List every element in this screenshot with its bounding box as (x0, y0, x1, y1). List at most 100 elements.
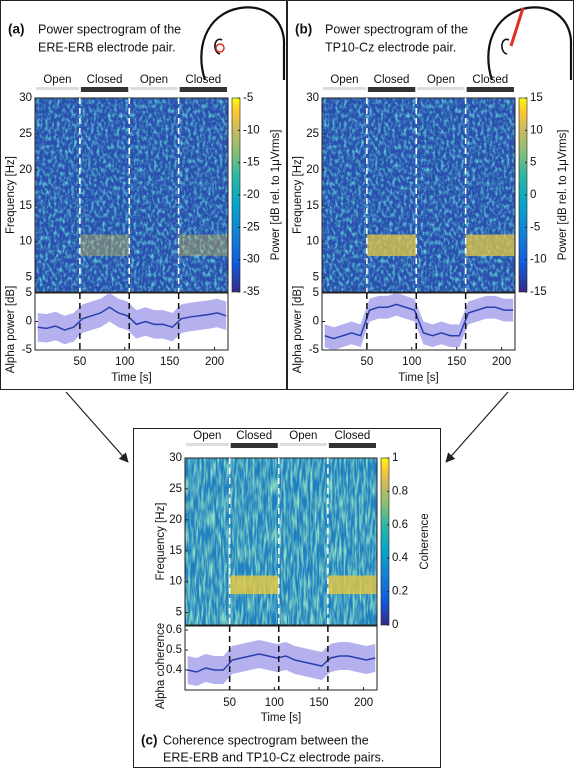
colorbar-tick-label: 0.6 (392, 519, 408, 531)
y-tick-label: 30 (169, 452, 182, 464)
condition-bar (466, 87, 514, 92)
alpha-band-highlight (465, 234, 515, 257)
y-tick-label: -5 (309, 344, 319, 356)
caption-line: ERE-ERB electrode pair. (38, 40, 176, 54)
colorbar-label: Coherence (419, 513, 431, 569)
y-tick-label: 5 (26, 287, 32, 299)
arrow (65, 391, 129, 463)
condition-bar (279, 443, 327, 446)
plot-frame (34, 97, 229, 293)
condition-bar (186, 443, 229, 446)
colorbar-tick-label: -35 (243, 286, 260, 298)
y-tick-label: 5 (176, 607, 182, 619)
colorbar-tick-label: -15 (530, 286, 547, 298)
panel-label: (b) (295, 22, 312, 37)
x-tick-label: 50 (360, 356, 373, 368)
condition-bar (323, 87, 366, 90)
x-tick-label: 150 (160, 356, 179, 368)
colorbar-tick-label: -5 (243, 92, 253, 104)
condition-label: Open (289, 430, 317, 442)
colorbar-tick-label: -15 (243, 157, 260, 169)
alpha-band-highlight (327, 575, 377, 595)
y-tick-label: 10 (306, 236, 319, 248)
y-tick-label: 0 (313, 316, 319, 328)
colorbar-tick-label: -30 (243, 254, 260, 266)
electrode (215, 43, 225, 53)
y-tick-label: 0.6 (166, 624, 182, 636)
y-axis-label: Frequency [Hz] (155, 503, 167, 581)
y-tick-label: 10 (19, 236, 32, 248)
colorbar-tick-label: 0.4 (392, 552, 409, 564)
caption-line: Coherence spectrogram between the (163, 733, 369, 747)
ear-icon (214, 38, 223, 55)
y-tick-label: 30 (306, 92, 319, 104)
x-tick-label: 200 (492, 356, 511, 368)
alpha-axis-label: Alpha power [dB] (5, 286, 17, 374)
colorbar-tick-label: 0 (530, 189, 536, 201)
y-tick-label: 25 (19, 128, 32, 140)
spectrogram-texture (185, 458, 377, 625)
panel: (b) Power spectrogram of the TP10-Cz elect… (287, 0, 574, 390)
condition-label: Closed (87, 74, 123, 86)
y-tick-label: -5 (22, 344, 32, 356)
condition-bar (36, 87, 79, 90)
condition-label: Open (330, 74, 358, 86)
y-tick-label: 25 (306, 128, 319, 140)
alpha-line (187, 653, 376, 673)
y-tick-label: 15 (19, 200, 32, 212)
condition-label: Closed (374, 74, 410, 86)
head-icon (200, 6, 286, 81)
x-axis-label: Time [s] (261, 712, 301, 724)
condition-bar (230, 443, 278, 448)
x-tick-label: 100 (115, 356, 134, 368)
condition-bar (80, 87, 129, 92)
x-tick-label: 200 (205, 356, 224, 368)
colorbar-tick-label: -10 (530, 254, 547, 266)
alpha-axis-label: Alpha power [dB] (292, 286, 304, 374)
condition-bar (417, 87, 465, 90)
y-tick-label: 15 (306, 200, 319, 212)
x-tick-label: 100 (402, 356, 421, 368)
colorbar-tick-label: 5 (530, 157, 536, 169)
colorbar-tick-label: 1 (392, 452, 398, 464)
colorbar-tick-label: 10 (530, 124, 543, 136)
y-axis-label: Frequency [Hz] (5, 156, 17, 234)
panel: (a) Power spectrogram of the ERE-ERB elect… (0, 0, 287, 390)
x-tick-label: 50 (73, 356, 86, 368)
colorbar-tick-label: -20 (243, 189, 260, 201)
condition-bar (179, 87, 227, 92)
alpha-band-highlight (178, 234, 228, 257)
colorbar-label: Power [dB rel. to 1μVrms] (270, 130, 282, 261)
plot-frame (184, 457, 378, 626)
x-axis-label: Time [s] (111, 372, 151, 384)
caption-line: Power spectrogram of the (325, 22, 468, 36)
electrode (509, 7, 525, 47)
y-tick-label: 0 (26, 316, 32, 328)
condition-bar (328, 443, 376, 448)
colorbar-tick-label: 0.2 (392, 586, 408, 598)
colorbar-tick-label: 15 (530, 92, 543, 104)
alpha-band-highlight (366, 234, 417, 257)
caption-line: ERE-ERB and TP10-Cz electrode pairs. (163, 750, 384, 764)
colorbar-tick-label: -10 (243, 124, 260, 136)
ear-icon (501, 38, 510, 55)
colorbar-tick-label: -25 (243, 221, 260, 233)
condition-bar (130, 87, 178, 90)
colorbar-label: Power [dB rel. to 1μVrms] (557, 130, 569, 261)
spectrogram-texture (322, 98, 515, 292)
alpha-band-highlight (79, 234, 130, 257)
x-tick-label: 150 (309, 697, 328, 709)
x-tick-label: 100 (265, 697, 284, 709)
alpha-band-highlight (229, 575, 279, 595)
condition-label: Open (427, 74, 455, 86)
y-tick-label: 15 (169, 545, 182, 557)
condition-label: Open (140, 74, 168, 86)
y-tick-label: 20 (306, 164, 319, 176)
y-tick-label: 25 (169, 483, 182, 495)
panel: (c) Coherence spectrogram between the ERE-… (133, 428, 441, 768)
plot-frame (321, 97, 516, 293)
condition-label: Closed (185, 74, 221, 86)
alpha-band (37, 293, 227, 345)
colorbar-tick-label: 0.8 (392, 485, 408, 497)
